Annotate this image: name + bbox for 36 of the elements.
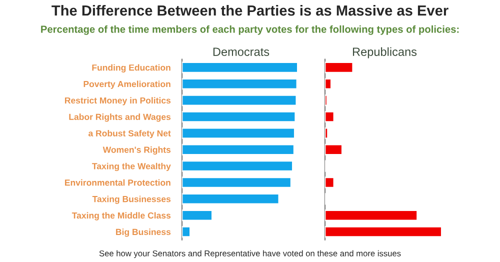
bar xyxy=(182,160,294,172)
y-tick-label: Taxing the Middle Class xyxy=(72,212,171,220)
bar xyxy=(325,62,354,74)
bar xyxy=(182,176,292,188)
y-tick-label: Environmental Protection xyxy=(65,179,170,186)
y-tick-label: Restrict Money in Politics xyxy=(65,97,171,106)
bar xyxy=(182,210,213,222)
y-tick-label: Funding Education xyxy=(92,64,170,72)
bar xyxy=(182,62,298,74)
bar xyxy=(325,110,335,123)
bar xyxy=(182,127,296,139)
y-tick-label: Taxing the Wealthy xyxy=(92,162,171,172)
bar xyxy=(182,226,191,238)
bar xyxy=(325,210,418,222)
y-tick-label: Women's Rights xyxy=(102,146,171,155)
bar xyxy=(182,94,298,106)
bar xyxy=(182,144,295,156)
y-tick-label: Big Business xyxy=(116,228,171,237)
bar xyxy=(325,78,332,90)
series-label: Democrats xyxy=(213,48,270,56)
bar xyxy=(325,226,442,238)
bar xyxy=(182,78,298,90)
y-tick-label: Poverty Amelioration xyxy=(84,80,170,89)
y-tick-label: a Robust Safety Net xyxy=(88,130,171,138)
y-tick-label: Taxing Businesses xyxy=(92,196,171,204)
bar xyxy=(182,110,296,123)
chart-subtitle: Percentage of the time members of each party votes for the following types of policies: xyxy=(41,25,459,35)
text: See how your Senators and Representative have voted on these and more issues xyxy=(99,250,401,258)
bar xyxy=(182,193,280,205)
bar xyxy=(325,127,328,139)
bar xyxy=(325,94,328,106)
series-label: Republicans xyxy=(352,47,417,58)
bar xyxy=(325,176,335,188)
bar xyxy=(325,144,343,156)
y-tick-label: Labor Rights and Wages xyxy=(69,114,171,122)
chart-title: The Difference Between the Parties is as Massive as Ever xyxy=(52,4,448,16)
